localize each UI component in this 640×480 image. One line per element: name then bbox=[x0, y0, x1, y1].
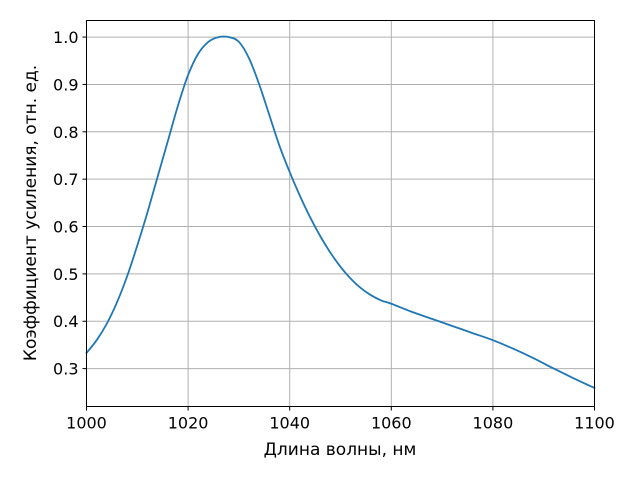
plot-frame bbox=[86, 20, 595, 407]
x-tick-label: 1000 bbox=[66, 414, 107, 433]
y-tick-label: 1.0 bbox=[53, 28, 78, 47]
x-tick-label: 1040 bbox=[269, 414, 310, 433]
x-tick-label: 1060 bbox=[371, 414, 412, 433]
y-tick-label: 0.3 bbox=[53, 360, 78, 379]
y-axis-label: Коэффициент усиления, отн. ед. bbox=[21, 65, 41, 361]
y-tick-label: 0.7 bbox=[53, 170, 78, 189]
y-tick-label: 0.6 bbox=[53, 218, 78, 237]
y-tick-label: 0.9 bbox=[53, 75, 78, 94]
x-tick-label: 1100 bbox=[574, 414, 615, 433]
series-layer bbox=[85, 35, 596, 389]
x-axis-label: Длина волны, нм bbox=[264, 440, 417, 460]
y-tick-label: 0.8 bbox=[53, 123, 78, 142]
ticks: 1000 1020 1040 1060 1080 1100 0.3 0.4 0.5 0.6 0.7 0… bbox=[53, 28, 615, 432]
x-tick-label: 1020 bbox=[168, 414, 209, 433]
y-tick-label: 0.4 bbox=[53, 312, 78, 331]
gain-series-line bbox=[85, 35, 596, 389]
x-tick-label: 1080 bbox=[473, 414, 514, 433]
y-tick-label: 0.5 bbox=[53, 265, 78, 284]
grid bbox=[86, 20, 595, 407]
